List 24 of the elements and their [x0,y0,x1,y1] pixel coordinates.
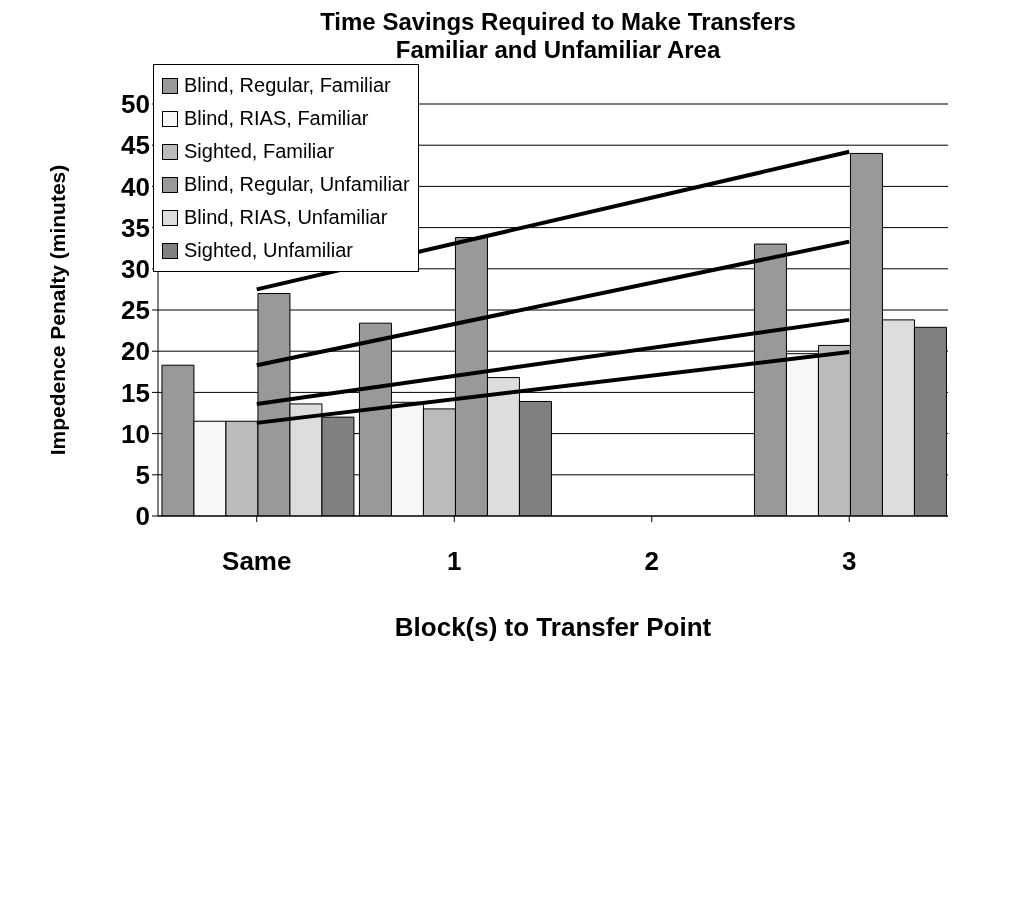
legend-label: Blind, Regular, Familiar [184,73,391,98]
y-tick-label: 25 [121,295,150,326]
legend-label: Blind, Regular, Unfamiliar [184,172,410,197]
legend-label: Sighted, Unfamiliar [184,238,353,263]
y-tick-label: 5 [135,460,150,491]
y-tick-label: 30 [121,254,150,285]
y-tick-label: 35 [121,212,150,243]
legend-label: Blind, RIAS, Familiar [184,106,369,131]
y-tick-label: 0 [135,501,150,532]
legend-label: Blind, RIAS, Unfamiliar [184,205,388,230]
y-tick-label: 10 [121,418,150,449]
y-axis-title: Impedence Penalty (minutes) [46,164,70,456]
x-tick-label: Same [222,546,292,577]
chart-title: Time Savings Required to Make Transfers Familiar and Unfamiliar Area [319,8,797,64]
y-tick-label: 45 [121,130,150,161]
x-tick-label: 3 [842,546,857,577]
legend-label: Sighted, Familiar [184,139,335,164]
x-tick-label: 2 [644,546,659,577]
y-tick-label: 40 [121,171,150,202]
x-tick-label: 1 [447,546,462,577]
y-tick-label: 50 [121,89,150,120]
x-axis-title: Block(s) to Transfer Point [394,612,712,642]
y-tick-label: 20 [121,336,150,367]
y-tick-label: 15 [121,377,150,408]
